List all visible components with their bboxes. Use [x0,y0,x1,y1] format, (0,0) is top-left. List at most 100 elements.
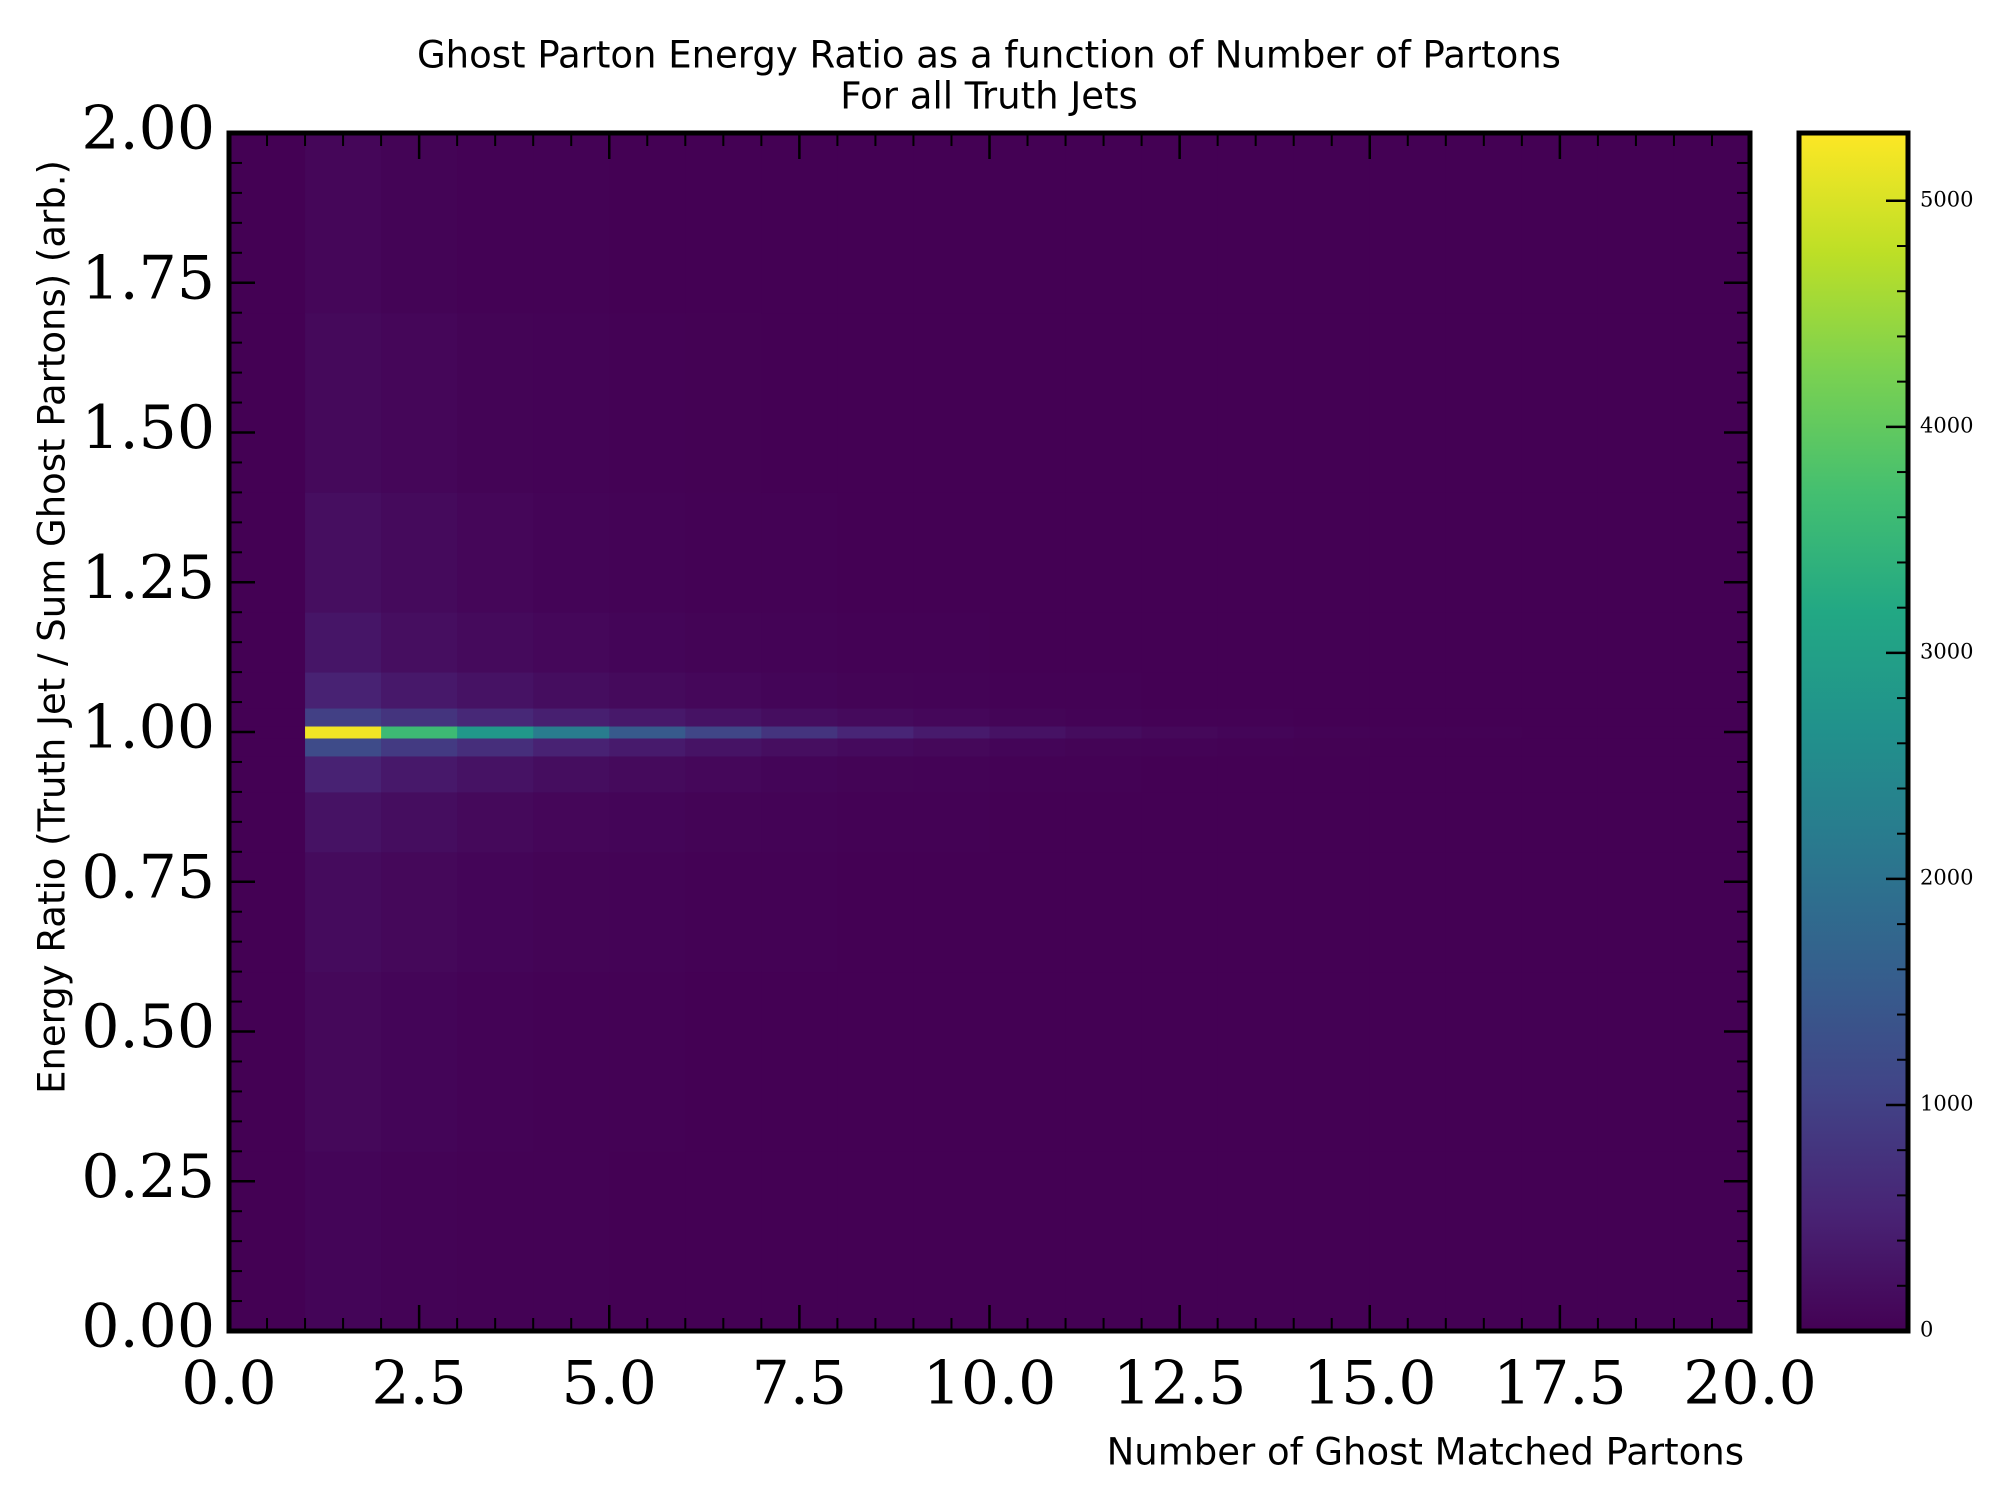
heatmap-cell [761,312,838,493]
heatmap-cell [1597,755,1675,793]
heatmap-cell [989,612,1067,673]
heatmap-cell [1521,133,1599,314]
heatmap-cell [1445,708,1523,727]
heatmap-cell [1597,791,1675,853]
heatmap-cell [685,791,762,853]
heatmap-cell [1293,737,1371,757]
heatmap-cell [761,672,838,709]
heatmap-cell [1597,708,1675,727]
heatmap-cell [837,971,914,1152]
heatmap-cell [989,708,1067,727]
heatmap-cell [305,708,382,727]
heatmap-cell [989,971,1067,1152]
x-tick-label: 20.0 [1683,1349,1817,1419]
heatmap-cell [761,971,838,1152]
heatmap-cell [1217,612,1295,673]
heatmap-cell [381,1151,458,1332]
heatmap-cell [1673,672,1751,709]
heatmap-cell [1293,971,1371,1152]
heatmap-cell [761,851,838,973]
heatmap-cell [305,737,382,757]
heatmap-cell [533,672,610,709]
heatmap-cell [609,492,686,613]
heatmap-cell [1065,672,1143,709]
heatmap-cell [1217,726,1295,739]
heatmap-cell [1445,971,1523,1152]
heatmap-cell [685,755,762,793]
heatmap-cell [305,492,382,613]
heatmap-cell [1369,755,1447,793]
heatmap-cell [381,708,458,727]
colorbar-tick-label: 5000 [1920,187,1973,211]
heatmap-cell [381,133,458,314]
heatmap-cell [685,737,762,757]
heatmap-cell [305,791,382,853]
heatmap-cell [533,737,610,757]
x-tick-label: 5.0 [562,1349,657,1419]
heatmap-cell [837,726,914,739]
heatmap-cell [533,492,610,613]
heatmap-cell [305,612,382,673]
heatmap-cell [609,755,686,793]
heatmap-cell [229,726,306,739]
heatmap-cell [1597,1151,1675,1332]
heatmap-cell [1445,851,1523,973]
heatmap-cell [1521,791,1599,853]
heatmap-cell [305,672,382,709]
heatmap-cell [1141,755,1219,793]
heatmap-cell [457,726,534,739]
heatmap-cell [1673,726,1751,739]
heatmap-cell [1597,737,1675,757]
heatmap-cell [1369,1151,1447,1332]
heatmap-cell [761,737,838,757]
heatmap-cell [1521,492,1599,613]
heatmap-cell [1597,492,1675,613]
heatmap-cell [1369,791,1447,853]
x-tick-label: 2.5 [371,1349,466,1419]
x-axis-label: Number of Ghost Matched Partons [1107,1431,1744,1474]
heatmap-cell [685,1151,762,1332]
heatmap-cell [989,737,1067,757]
heatmap-cell [457,708,534,727]
heatmap-cell [381,492,458,613]
heatmap-cell [1369,708,1447,727]
heatmap-cell [381,755,458,793]
heatmap-cell [305,1151,382,1332]
heatmap-cell [1673,708,1751,727]
heatmap-cell [1065,612,1143,673]
heatmap-cell [1141,791,1219,853]
heatmap-cell [533,971,610,1152]
heatmap-cell [685,672,762,709]
heatmap-cell [457,312,534,493]
heatmap-cell [1445,612,1523,673]
heatmap-cell [837,851,914,973]
heatmap-cell [761,612,838,673]
x-tick-label: 0.0 [181,1349,276,1419]
heatmap-cell [1521,737,1599,757]
heatmap-cell [1369,612,1447,673]
heatmap-cell [1369,672,1447,709]
heatmap-cell [1597,851,1675,973]
heatmap-cell [1141,737,1219,757]
heatmap-cell [837,312,914,493]
heatmap-cell [533,312,610,493]
heatmap-cell [533,708,610,727]
heatmap-cell [609,971,686,1152]
y-tick-label: 0.75 [81,842,215,912]
heatmap-cell [1065,755,1143,793]
heatmap-cell [989,312,1067,493]
heatmap-cell [609,726,686,739]
heatmap-cell [1597,612,1675,673]
heatmap-cell [1597,726,1675,739]
heatmap-cell [1521,851,1599,973]
heatmap-cell [1141,133,1219,314]
heatmap-cell [609,312,686,493]
y-tick-label: 1.00 [81,693,215,763]
heatmap-cell [989,492,1067,613]
heatmap-cell [457,851,534,973]
heatmap-cell [1293,133,1371,314]
heatmap-cell [913,1151,990,1332]
heatmap-cell [913,708,990,727]
heatmap-cell [685,133,762,314]
heatmap-cell [609,1151,686,1332]
